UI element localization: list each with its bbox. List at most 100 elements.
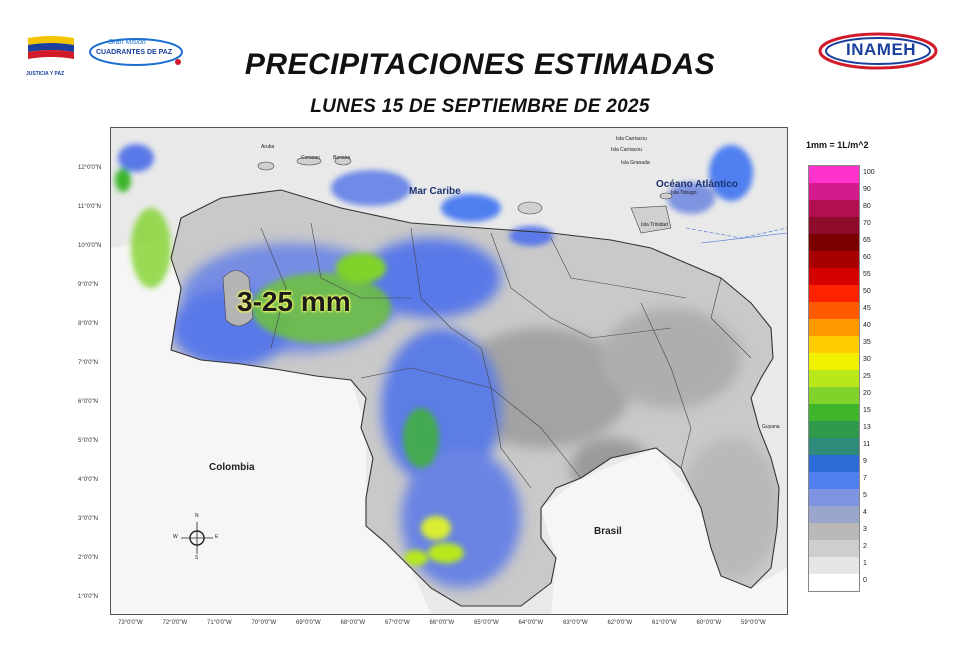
legend-swatch-30: 30	[809, 353, 871, 370]
brasil-land	[541, 448, 787, 614]
lon-tick: 68°0'0"W	[340, 620, 366, 626]
label-trinidad: Isla Trinidad	[641, 222, 668, 228]
venezuela-flag-logo: JUSTICIA Y PAZ	[26, 34, 76, 77]
legend-swatch-100: 100	[809, 166, 875, 183]
legend-swatch-9: 9	[809, 455, 867, 472]
lon-tick: 59°0'0"W	[741, 620, 766, 626]
lat-tick: 3°0'0"N	[78, 516, 99, 522]
label-aruba: Aruba	[261, 144, 275, 150]
label-isla-3: Isla Granada	[621, 160, 650, 166]
lon-tick: 72°0'0"W	[162, 620, 188, 626]
legend-swatch-40: 40	[809, 319, 871, 336]
lat-tick: 12°0'0"N	[78, 165, 102, 171]
lat-tick: 9°0'0"N	[78, 282, 99, 288]
legend-title: 1mm = 1L/m^2	[806, 140, 869, 150]
legend-value: 80	[863, 203, 871, 210]
compass-e: E	[215, 534, 219, 540]
lon-tick: 64°0'0"W	[518, 620, 544, 626]
label-mar-caribe: Mar Caribe	[409, 186, 461, 197]
legend-swatch-25: 25	[809, 370, 871, 387]
legend-value: 90	[863, 186, 871, 193]
label-brasil: Brasil	[594, 526, 622, 537]
legend-swatch-13: 13	[809, 421, 871, 438]
label-bonaire: Bonaire	[333, 155, 351, 161]
lat-tick: 5°0'0"N	[78, 438, 99, 444]
lon-tick: 61°0'0"W	[652, 620, 677, 626]
compass-n: N	[195, 513, 199, 519]
label-tobago: Isla Tobago	[671, 190, 697, 196]
lon-tick: 67°0'0"W	[385, 620, 410, 626]
legend-swatch-5: 5	[809, 489, 867, 506]
lon-tick: 62°0'0"W	[607, 620, 633, 626]
lon-tick: 63°0'0"W	[563, 620, 588, 626]
legend-value: 30	[863, 356, 871, 363]
label-oceano-atlantico: Océano Atlántico	[656, 179, 738, 190]
legend-swatch-60: 60	[809, 251, 871, 268]
legend-value: 7	[863, 475, 867, 482]
maritime-boundary-2	[700, 232, 787, 244]
lon-tick: 73°0'0"W	[118, 620, 143, 626]
legend-swatch-90: 90	[809, 183, 871, 200]
legend-swatch-70: 70	[809, 217, 871, 234]
legend-value: 13	[863, 424, 871, 431]
lon-tick: 69°0'0"W	[296, 620, 321, 626]
legend-swatch-1: 1	[809, 557, 867, 574]
legend-swatch-4: 4	[809, 506, 867, 523]
justicia-y-paz-caption: JUSTICIA Y PAZ	[26, 71, 65, 77]
lat-tick: 4°0'0"N	[78, 477, 99, 483]
legend-value: 70	[863, 220, 871, 227]
label-isla-2: Isla Carriacou	[611, 147, 642, 153]
label-curazao: Curazao	[301, 155, 320, 161]
lat-tick: 2°0'0"N	[78, 555, 99, 561]
legend-value: 25	[863, 373, 871, 380]
legend-value: 11	[863, 441, 871, 448]
lon-tick: 65°0'0"W	[474, 620, 499, 626]
mission-logo-line1: Gran Misión	[108, 39, 146, 46]
legend-swatch-80: 80	[809, 200, 871, 217]
label-isla-1: Isla Carriacou	[616, 136, 647, 142]
legend-value: 1	[863, 560, 867, 567]
legend-value: 3	[863, 526, 867, 533]
lon-tick: 70°0'0"W	[251, 620, 277, 626]
lon-tick: 71°0'0"W	[207, 620, 232, 626]
cuadrantes-de-paz-logo: Gran Misión CUADRANTES DE PAZ	[86, 34, 186, 68]
inameh-logo-text: INAMEH	[846, 40, 917, 59]
legend-value: 35	[863, 339, 871, 346]
legend-swatch-35: 35	[809, 336, 871, 353]
colombia-land	[111, 238, 431, 614]
caribbean-islands	[257, 156, 673, 234]
page-subtitle: LUNES 15 DE SEPTIEMBRE DE 2025	[310, 96, 650, 117]
compass-s: S	[195, 555, 199, 561]
legend-value: 0	[863, 577, 867, 584]
lat-tick: 11°0'0"N	[78, 204, 101, 210]
annotation-label: 3-25 mm	[237, 286, 351, 317]
lat-tick: 8°0'0"N	[78, 321, 99, 327]
legend-value: 40	[863, 322, 871, 329]
lat-tick: 6°0'0"N	[78, 399, 99, 405]
legend-swatch-3: 3	[809, 523, 867, 540]
legend-value: 100	[863, 169, 875, 176]
legend-swatch-7: 7	[809, 472, 867, 489]
precipitation-legend: 100 90 80 70 65 60 55 50 45 40 35 30 25 20 15 13 11 9 7 5 4 3…	[808, 165, 875, 592]
label-guyana: Guyana	[762, 424, 780, 430]
map-canvas	[111, 128, 787, 614]
legend-value: 50	[863, 288, 871, 295]
legend-value: 2	[863, 543, 867, 550]
state-borders	[260, 222, 752, 489]
legend-swatch-0: 0	[809, 574, 867, 591]
compass-rose	[181, 522, 213, 554]
compass-w: W	[173, 534, 178, 540]
lon-tick: 66°0'0"W	[429, 620, 455, 626]
label-colombia: Colombia	[209, 462, 255, 473]
legend-value: 5	[863, 492, 867, 499]
legend-value: 20	[863, 390, 871, 397]
page-title: PRECIPITACIONES ESTIMADAS	[244, 48, 716, 81]
legend-value: 9	[863, 458, 867, 465]
legend-value: 4	[863, 509, 867, 516]
legend-swatch-11: 11	[809, 438, 870, 455]
legend-swatch-50: 50	[809, 285, 871, 302]
lake-maracaibo	[222, 270, 254, 327]
lat-tick: 7°0'0"N	[78, 360, 99, 366]
legend-swatch-2: 2	[809, 540, 867, 557]
legend-swatch-65: 65	[809, 234, 871, 251]
